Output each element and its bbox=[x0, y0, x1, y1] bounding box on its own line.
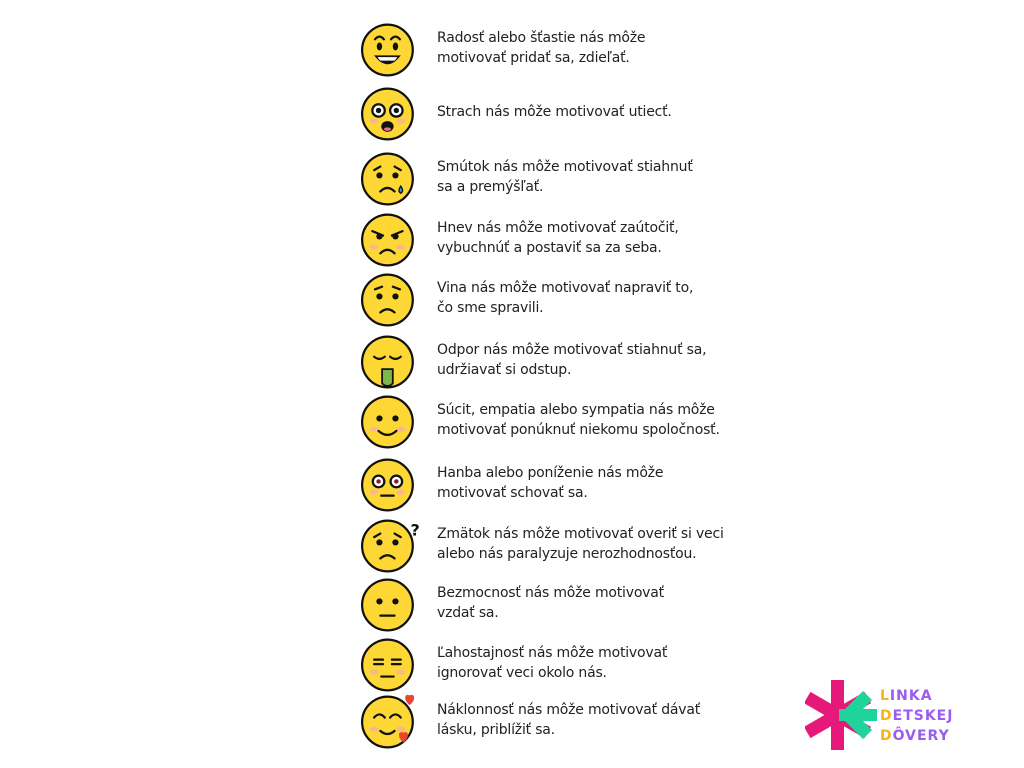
emotion-description: Bezmocnosť nás môže motivovať vzdať sa. bbox=[437, 585, 664, 621]
emotion-description: Strach nás môže motivovať utiecť. bbox=[437, 104, 672, 120]
svg-text:?: ? bbox=[411, 520, 420, 539]
emotion-description: Zmätok nás môže motivovať overiť si veci… bbox=[437, 526, 724, 562]
emotion-row-joy: Radosť alebo šťastie nás môže motivovať p… bbox=[355, 18, 775, 78]
confusion-face-icon: ? bbox=[361, 519, 420, 573]
emotion-description: Smútok nás môže motivovať stiahnuť sa a p… bbox=[437, 159, 693, 195]
compassion-face-icon bbox=[361, 395, 414, 449]
fear-face-icon bbox=[361, 87, 414, 141]
emotion-row-indifference: Ľahostajnosť nás môže motivovať ignorovať… bbox=[355, 633, 775, 693]
shame-face-icon bbox=[361, 458, 414, 512]
emotion-row-shame: Hanba alebo poníženie nás môže motivovať … bbox=[355, 453, 775, 513]
emotion-row-anger: Hnev nás môže motivovať zaútočiť, vybuchn… bbox=[355, 208, 775, 268]
emotion-row-helplessness: Bezmocnosť nás môže motivovať vzdať sa. bbox=[355, 573, 775, 633]
emotion-description: Ľahostajnosť nás môže motivovať ignorovať… bbox=[437, 645, 668, 681]
emotion-row-sadness: Smútok nás môže motivovať stiahnuť sa a p… bbox=[355, 147, 775, 207]
emotion-row-guilt: Vina nás môže motivovať napraviť to, čo s… bbox=[355, 268, 775, 328]
emotion-description: Odpor nás môže motivovať stiahnuť sa, udr… bbox=[437, 342, 707, 378]
emotion-description: Vina nás môže motivovať napraviť to, čo s… bbox=[437, 280, 694, 316]
emotion-description: Náklonnosť nás môže motivovať dávať lásku… bbox=[437, 702, 701, 738]
linka-detskej-dovery-logo: LINKA DETSKEJ DÔVERY bbox=[803, 678, 965, 753]
helplessness-face-icon bbox=[361, 578, 414, 632]
emotion-row-disgust: Odpor nás môže motivovať stiahnuť sa, udr… bbox=[355, 330, 775, 390]
indifference-face-icon bbox=[361, 638, 414, 692]
emotion-row-confusion: ? Zmätok nás môže motivovať overiť si ve… bbox=[355, 514, 775, 574]
affection-face-icon bbox=[361, 694, 415, 749]
disgust-face-icon bbox=[361, 335, 414, 389]
emotion-row-affection: Náklonnosť nás môže motivovať dávať lásku… bbox=[355, 690, 775, 750]
emotion-description: Radosť alebo šťastie nás môže motivovať p… bbox=[437, 30, 646, 66]
logo-text: LINKA DETSKEJ DÔVERY bbox=[880, 688, 954, 744]
guilt-face-icon bbox=[361, 273, 414, 327]
sadness-face-icon bbox=[361, 152, 414, 206]
emotion-row-compassion: Súcit, empatia alebo sympatia nás môže mo… bbox=[355, 390, 775, 450]
emotion-row-fear: Strach nás môže motivovať utiecť. bbox=[355, 82, 775, 142]
joy-face-icon bbox=[361, 23, 414, 77]
emotion-description: Hanba alebo poníženie nás môže motivovať … bbox=[437, 465, 664, 501]
logo-asterisk-icon bbox=[803, 680, 877, 750]
anger-face-icon bbox=[361, 213, 414, 267]
emotion-description: Hnev nás môže motivovať zaútočiť, vybuchn… bbox=[437, 220, 679, 256]
emotion-description: Súcit, empatia alebo sympatia nás môže mo… bbox=[437, 402, 720, 438]
